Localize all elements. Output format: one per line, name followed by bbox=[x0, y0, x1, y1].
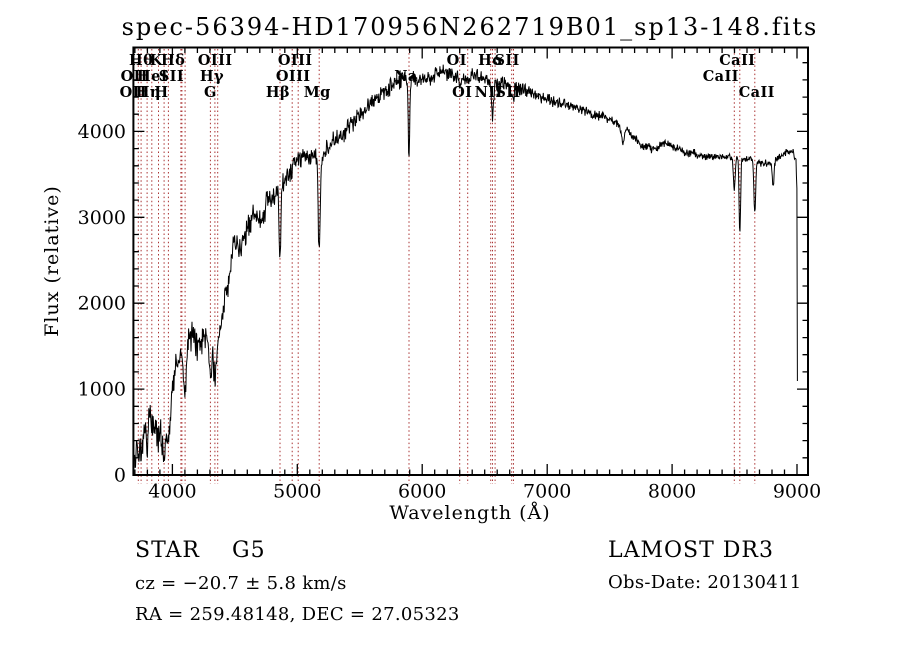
spectral-line-label: OIII bbox=[278, 52, 313, 69]
radial-velocity-text: cz = −20.7 ± 5.8 km/s bbox=[135, 573, 347, 594]
x-axis-title: Wavelength (Å) bbox=[389, 502, 550, 524]
x-tick-label: 8000 bbox=[648, 481, 696, 503]
spectral-line-label: NII bbox=[475, 84, 503, 101]
subclass-label: G5 bbox=[232, 538, 266, 563]
axis-tick-labels: 4000 5000 6000 7000 8000 9000 0 1000 2000 3000 400… bbox=[78, 121, 822, 503]
spectral-line-label: HeI bbox=[137, 68, 168, 85]
x-tick-label: 6000 bbox=[398, 481, 446, 503]
survey-label: LAMOST DR3 bbox=[608, 538, 774, 563]
class-label: STAR bbox=[135, 538, 200, 563]
spectral-line-markers bbox=[137, 49, 756, 484]
x-tick-label: 5000 bbox=[273, 481, 321, 503]
spectral-line-label: OIII bbox=[276, 68, 311, 85]
spectral-line-label: Hα bbox=[478, 52, 504, 69]
y-tick-label: 0 bbox=[114, 465, 126, 487]
spectral-line-label: K bbox=[150, 52, 164, 69]
x-tick-label: 7000 bbox=[523, 481, 571, 503]
coordinates-text: RA = 259.48148, DEC = 27.05323 bbox=[135, 604, 460, 625]
spectral-line-label: SII bbox=[494, 52, 519, 69]
y-tick-label: 1000 bbox=[78, 379, 126, 401]
spectral-line-label: Hθ bbox=[129, 52, 153, 69]
spectral-line-label: CaII bbox=[739, 84, 775, 101]
spectral-line-label: CaII bbox=[703, 68, 739, 85]
y-tick-label: 3000 bbox=[78, 207, 126, 229]
spectral-line-label: G bbox=[204, 84, 217, 101]
spectral-line-label: Hη bbox=[136, 84, 161, 101]
axis-ticks bbox=[133, 47, 808, 476]
spectral-line-label: OIII bbox=[198, 52, 233, 69]
x-tick-label: 9000 bbox=[773, 481, 821, 503]
spectral-line-label: CaII bbox=[719, 52, 755, 69]
spectral-line-label: H bbox=[154, 84, 168, 101]
plot-title: spec-56394-HD170956N262719B01_sp13-148.f… bbox=[122, 13, 819, 41]
x-tick-label: 4000 bbox=[148, 481, 196, 503]
obs-date-text: Obs-Date: 20130411 bbox=[608, 572, 801, 593]
spectral-line-label: Mg bbox=[304, 84, 331, 101]
spectral-line-label: OI bbox=[452, 84, 472, 101]
y-tick-label: 2000 bbox=[78, 293, 126, 315]
spectral-line-label: OI bbox=[447, 52, 467, 69]
spectral-line-label: Hδ bbox=[161, 52, 185, 69]
spectral-line-label: Hβ bbox=[266, 84, 290, 101]
y-axis-title: Flux (relative) bbox=[41, 185, 63, 337]
plot-frame bbox=[132, 46, 809, 476]
y-tick-label: 4000 bbox=[78, 121, 126, 143]
spectrum-trace bbox=[133, 64, 798, 469]
spectral-line-label: Hγ bbox=[200, 68, 224, 85]
spectral-line-label: SII bbox=[159, 68, 184, 85]
